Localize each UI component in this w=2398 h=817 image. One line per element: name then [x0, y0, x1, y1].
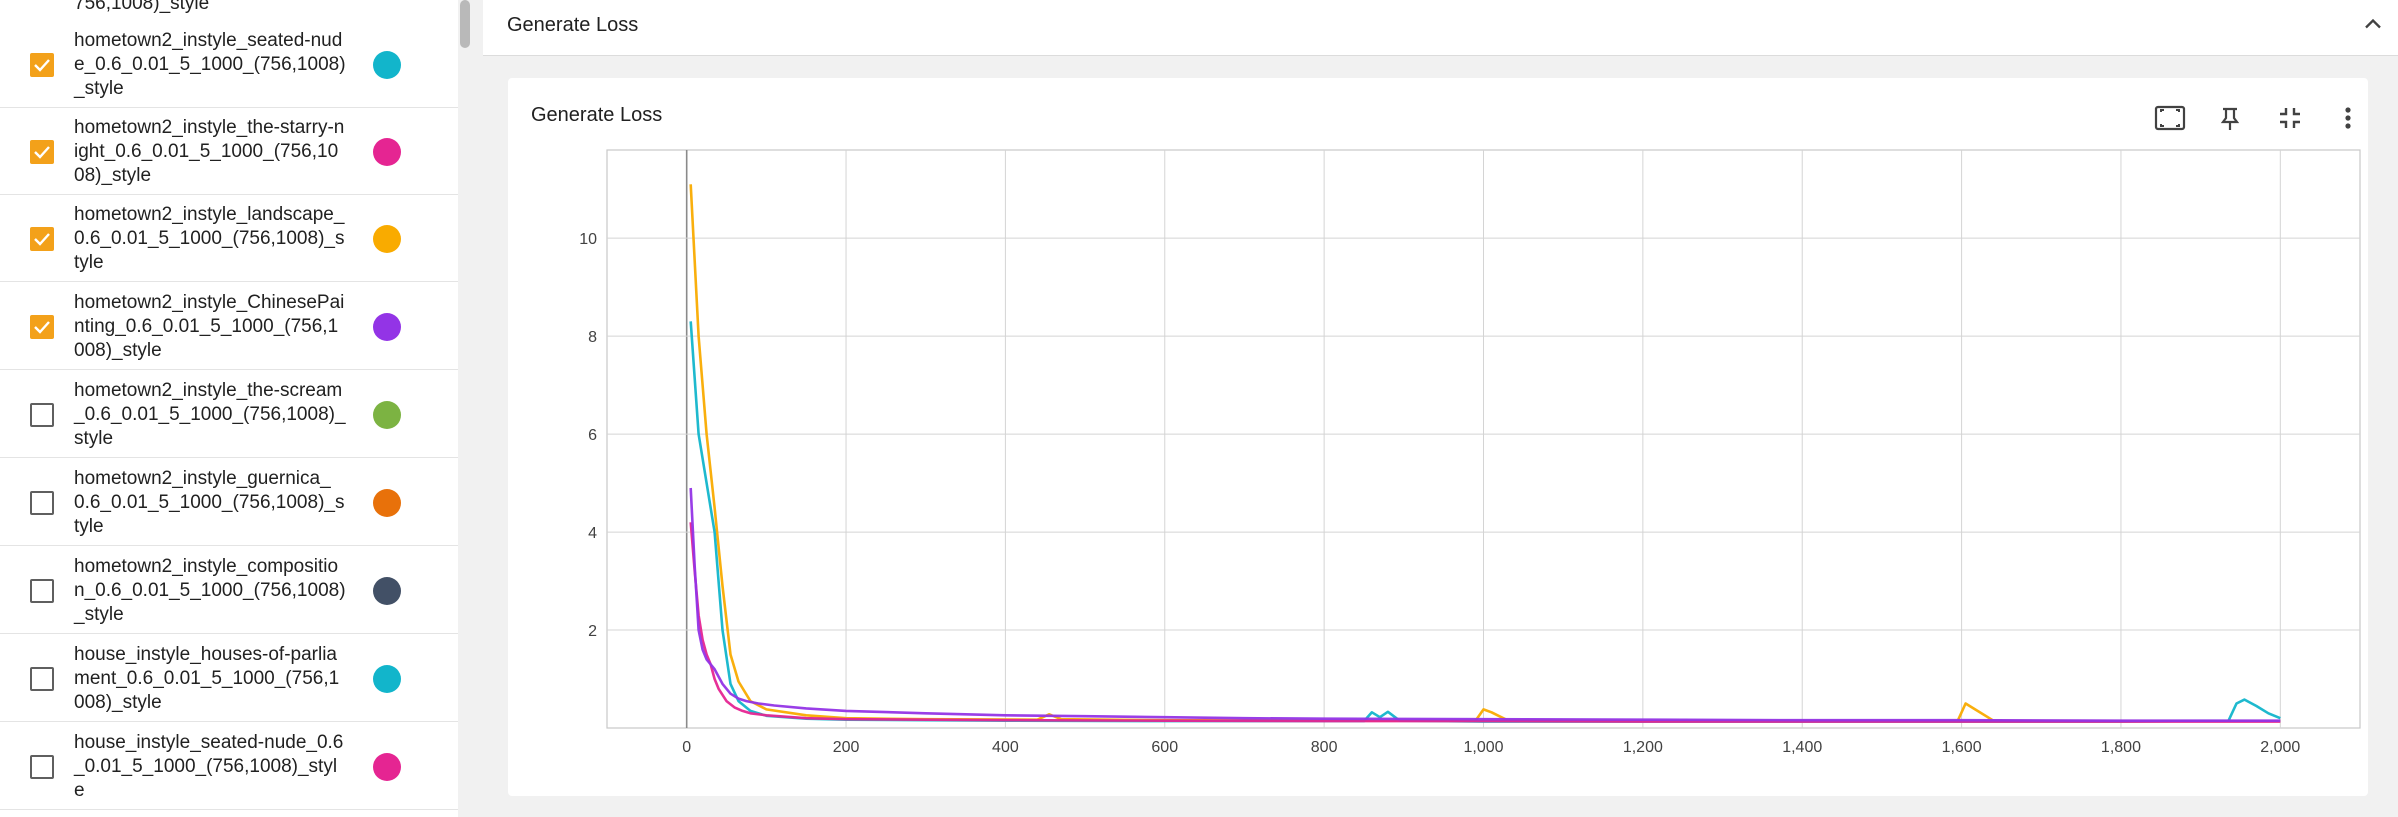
run-label: house_instyle_seated-nude_0.6_0.01_5_100… [74, 731, 344, 801]
pin-icon [2220, 107, 2240, 130]
pin-button[interactable] [2210, 98, 2250, 138]
more-vert-icon [2345, 107, 2351, 129]
runs-sidebar: 756,1008)_style hometown2_instyle_seated… [0, 0, 458, 817]
more-options-button[interactable] [2328, 98, 2368, 138]
run-label-fragment: 756,1008)_style [74, 0, 210, 14]
y-tick-label: 4 [588, 525, 597, 542]
series-line-0 [689, 184, 2281, 723]
run-color-swatch[interactable] [373, 576, 401, 605]
collapse-section-button[interactable] [2359, 10, 2387, 38]
x-tick-label: 1,000 [1463, 739, 1503, 756]
run-item[interactable]: hometown2_instyle_ChinesePainting_0.6_0.… [0, 283, 458, 370]
fit-domain-icon [2154, 105, 2186, 131]
x-tick-label: 1,600 [1942, 739, 1982, 756]
run-item[interactable]: hometown2_instyle_composition_0.6_0.01_5… [0, 547, 458, 634]
x-tick-label: 1,200 [1623, 739, 1663, 756]
run-checkbox[interactable] [30, 52, 54, 77]
y-tick-label: 2 [588, 623, 597, 640]
run-color-swatch[interactable] [373, 488, 401, 517]
run-label: hometown2_instyle_the-starry-night_0.6_0… [74, 116, 345, 186]
y-tick-label: 8 [588, 329, 597, 346]
run-item[interactable]: house_instyle_houses-of-parliament_0.6_0… [0, 635, 458, 722]
page-bottom-strip [483, 804, 2398, 817]
run-item[interactable]: hometown2_instyle_the-scream_0.6_0.01_5_… [0, 371, 458, 458]
x-tick-label: 200 [833, 739, 860, 756]
card-title: Generate Loss [531, 104, 663, 126]
x-tick-label: 600 [1151, 739, 1178, 756]
run-checkbox[interactable] [30, 490, 54, 515]
chevron-up-icon [2365, 18, 2381, 29]
x-tick-label: 2,000 [2260, 739, 2300, 756]
run-checkbox[interactable] [30, 754, 54, 779]
run-color-swatch[interactable] [373, 224, 401, 253]
section-title: Generate Loss [507, 14, 639, 36]
series-line-1 [689, 321, 2281, 723]
run-checkbox[interactable] [30, 402, 54, 427]
x-tick-label: 1,800 [2101, 739, 2141, 756]
run-label: hometown2_instyle_landscape_0.6_0.01_5_1… [74, 203, 345, 273]
sidebar-scrollbar-thumb[interactable] [460, 0, 470, 48]
run-label: hometown2_instyle_seated-nude_0.6_0.01_5… [74, 29, 346, 99]
section-header: Generate Loss [483, 0, 2398, 56]
fit-domain-button[interactable] [2150, 98, 2190, 138]
run-color-swatch[interactable] [373, 400, 401, 429]
series-line-2 [689, 522, 2281, 723]
x-tick-label: 1,400 [1782, 739, 1822, 756]
run-label: hometown2_instyle_ChinesePainting_0.6_0.… [74, 291, 345, 361]
run-checkbox[interactable] [30, 578, 54, 603]
run-label: hometown2_instyle_the-scream_0.6_0.01_5_… [74, 379, 346, 449]
run-item[interactable]: hometown2_instyle_the-starry-night_0.6_0… [0, 108, 458, 195]
series-line-3 [689, 487, 2281, 722]
run-color-swatch[interactable] [373, 312, 401, 341]
run-color-swatch[interactable] [373, 752, 401, 781]
collapse-card-button[interactable] [2270, 98, 2310, 138]
sidebar-scrollbar-track[interactable] [458, 0, 472, 817]
run-item[interactable]: hometown2_instyle_seated-nude_0.6_0.01_5… [0, 21, 458, 108]
x-tick-label: 400 [992, 739, 1019, 756]
y-tick-label: 6 [588, 427, 597, 444]
run-color-swatch[interactable] [373, 664, 401, 693]
run-item[interactable]: hometown2_instyle_landscape_0.6_0.01_5_1… [0, 195, 458, 282]
run-color-swatch[interactable] [373, 50, 401, 79]
run-checkbox[interactable] [30, 666, 54, 691]
run-item[interactable]: house_instyle_seated-nude_0.6_0.01_5_100… [0, 723, 458, 810]
run-label: house_instyle_houses-of-parliament_0.6_0… [74, 643, 340, 713]
run-label: hometown2_instyle_composition_0.6_0.01_5… [74, 555, 346, 625]
loss-chart[interactable]: 0 200 400 600 800 1,000 1,200 1,400 1,600 1,800 2,… [508, 78, 2368, 796]
chart-card: Generate Loss 0 200 400 600 800 1,000 1,200 1,4… [508, 78, 2368, 796]
run-color-swatch[interactable] [373, 137, 401, 166]
y-tick-label: 10 [579, 231, 597, 248]
run-label: hometown2_instyle_guernica_0.6_0.01_5_10… [74, 467, 345, 537]
run-checkbox[interactable] [30, 314, 54, 339]
x-tick-label: 800 [1311, 739, 1338, 756]
collapse-card-icon [2280, 108, 2300, 128]
run-item[interactable]: hometown2_instyle_guernica_0.6_0.01_5_10… [0, 459, 458, 546]
run-checkbox[interactable] [30, 226, 54, 251]
run-checkbox[interactable] [30, 139, 54, 164]
x-tick-label: 0 [682, 739, 691, 756]
